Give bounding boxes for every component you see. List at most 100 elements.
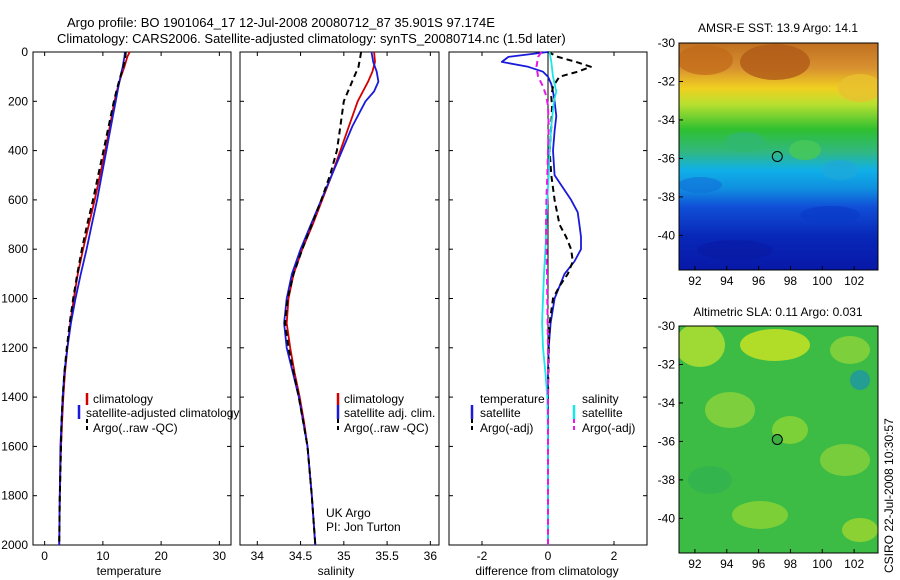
salinity-panel: 34 34.5 35 35.5 36 salinity climatology sate… xyxy=(239,51,440,578)
sst-heatmap xyxy=(679,43,878,270)
legend-label-climatology: climatology xyxy=(344,392,404,406)
x-tick-label: 2 xyxy=(611,549,618,563)
salinity-xticks: 34 34.5 35 35.5 36 xyxy=(251,52,438,563)
x-tick-label: 35.5 xyxy=(375,549,399,563)
difference-panel: -2 0 2 difference from climatology tempera… xyxy=(448,51,648,578)
x-tick-label: 36 xyxy=(424,549,438,563)
difference-xlabel: difference from climatology xyxy=(475,564,618,578)
map-x-tick-label: 92 xyxy=(688,557,702,571)
map-x-tick-label: 102 xyxy=(844,274,864,288)
x-tick-label: 20 xyxy=(154,549,168,563)
series-line-climatology xyxy=(285,51,376,546)
legend-label-satellite-adj: satellite adj. clim. xyxy=(344,406,435,420)
series-line-argo-adj- xyxy=(535,51,550,545)
temperature-legend: climatology satellite-adjusted climatolo… xyxy=(77,392,239,435)
map-y-tick-label: -36 xyxy=(658,151,676,165)
map-y-tick-label: -32 xyxy=(658,357,676,371)
salinity-lines xyxy=(283,51,380,546)
sla-map-xticks: 92 94 96 98 100 102 xyxy=(688,549,864,571)
map-y-tick-label: -40 xyxy=(658,228,676,242)
salinity-xlabel: salinity xyxy=(318,564,355,578)
x-tick-label: 35 xyxy=(337,549,351,563)
sla-map-title: Altimetric SLA: 0.11 Argo: 0.031 xyxy=(693,305,863,319)
x-tick-label: 34.5 xyxy=(289,549,313,563)
sla-map-frame xyxy=(678,325,879,554)
map-x-tick-label: 94 xyxy=(720,274,734,288)
y-tick-label: 1600 xyxy=(1,439,28,453)
legend-label-temp-argo: Argo(-adj) xyxy=(480,421,533,435)
sst-map-xticks: 92 94 96 98 100 102 xyxy=(688,266,864,288)
figure-title-line1: Argo profile: BO 1901064_17 12-Jul-2008 … xyxy=(67,15,495,30)
x-tick-label: 10 xyxy=(96,549,110,563)
series-line-argo-raw-qc- xyxy=(284,51,363,546)
difference-legend: temperature satellite Argo(-adj) salinit… xyxy=(470,392,635,435)
map-x-tick-label: 92 xyxy=(688,274,702,288)
map-x-tick-label: 94 xyxy=(720,557,734,571)
credit-text: CSIRO 22-Jul-2008 10:30:57 xyxy=(882,418,896,573)
sst-map-frame xyxy=(678,42,879,271)
map-x-tick-label: 98 xyxy=(784,557,798,571)
map-y-tick-label: -40 xyxy=(658,511,676,525)
x-tick-label: 0 xyxy=(41,549,48,563)
y-tick-label: 200 xyxy=(8,94,28,108)
sst-map-yticks: -30 -32 -34 -36 -38 -40 xyxy=(658,36,683,242)
x-tick-label: 34 xyxy=(251,549,265,563)
temperature-axes-box xyxy=(32,51,232,546)
map-y-tick-label: -34 xyxy=(658,113,676,127)
series-line-satellite xyxy=(541,51,558,545)
y-tick-label: 1000 xyxy=(1,292,28,306)
legend-heading-temperature: temperature xyxy=(480,392,545,406)
y-tick-label: 0 xyxy=(21,45,28,59)
annotation-pi: PI: Jon Turton xyxy=(326,520,401,534)
temperature-yticks: 0 200 400 600 800 1000 1200 1400 1600 1800 2000 xyxy=(1,45,231,552)
y-tick-label: 1400 xyxy=(1,390,28,404)
argo-float-marker xyxy=(771,434,783,445)
legend-label-sal-satellite: satellite xyxy=(582,406,623,420)
map-y-tick-label: -30 xyxy=(658,319,676,333)
map-x-tick-label: 98 xyxy=(784,274,798,288)
salinity-axes-box xyxy=(239,51,440,546)
legend-label-satellite-adjusted: satellite-adjusted climatology xyxy=(86,406,239,420)
salinity-yticks xyxy=(240,51,439,546)
series-line-satellite-adj-clim- xyxy=(283,51,380,546)
temperature-lines xyxy=(58,51,131,546)
temperature-panel: 0 10 20 30 0 200 400 600 800 1000 1200 1400 1600 180… xyxy=(1,45,239,578)
x-tick-label: -2 xyxy=(477,549,488,563)
y-tick-label: 600 xyxy=(8,193,28,207)
series-line-satellite xyxy=(500,51,582,545)
sst-map-panel: AMSR-E SST: 13.9 Argo: 14.1 92 94 96 98 100 1… xyxy=(658,21,879,288)
y-tick-label: 800 xyxy=(8,242,28,256)
map-y-tick-label: -30 xyxy=(658,36,676,50)
legend-label-argo: Argo(..raw -QC) xyxy=(93,421,178,435)
salinity-legend: climatology satellite adj. clim. Argo(..… xyxy=(336,392,435,435)
sla-map-panel: Altimetric SLA: 0.11 Argo: 0.031 92 94 96 9… xyxy=(658,305,879,571)
legend-heading-salinity: salinity xyxy=(582,392,619,406)
y-tick-label: 2000 xyxy=(1,538,28,552)
map-y-tick-label: -32 xyxy=(658,74,676,88)
legend-label-temp-satellite: satellite xyxy=(480,406,521,420)
sst-map-title: AMSR-E SST: 13.9 Argo: 14.1 xyxy=(698,21,858,35)
x-tick-label: 30 xyxy=(213,549,227,563)
sla-map-yticks: -30 -32 -34 -36 -38 -40 xyxy=(658,319,683,525)
x-tick-label: 0 xyxy=(545,549,552,563)
temperature-xlabel: temperature xyxy=(97,564,162,578)
legend-label-sal-argo: Argo(-adj) xyxy=(582,421,635,435)
map-y-tick-label: -38 xyxy=(658,190,676,204)
difference-lines xyxy=(500,51,592,545)
figure-title-line2: Climatology: CARS2006. Satellite-adjuste… xyxy=(57,31,566,46)
legend-label-argo: Argo(..raw -QC) xyxy=(344,421,429,435)
temperature-xticks: 0 10 20 30 xyxy=(41,52,226,563)
map-x-tick-label: 100 xyxy=(812,557,832,571)
map-y-tick-label: -36 xyxy=(658,434,676,448)
series-line-satellite-adjusted-climatology xyxy=(58,51,126,546)
map-x-tick-label: 96 xyxy=(752,557,766,571)
series-line-climatology xyxy=(58,51,131,546)
y-tick-label: 1200 xyxy=(1,341,28,355)
y-tick-label: 1800 xyxy=(1,489,28,503)
map-y-tick-label: -38 xyxy=(658,473,676,487)
map-y-tick-label: -34 xyxy=(658,396,676,410)
map-x-tick-label: 102 xyxy=(844,557,864,571)
series-line-argo-adj- xyxy=(547,51,592,545)
difference-yticks xyxy=(449,51,647,546)
